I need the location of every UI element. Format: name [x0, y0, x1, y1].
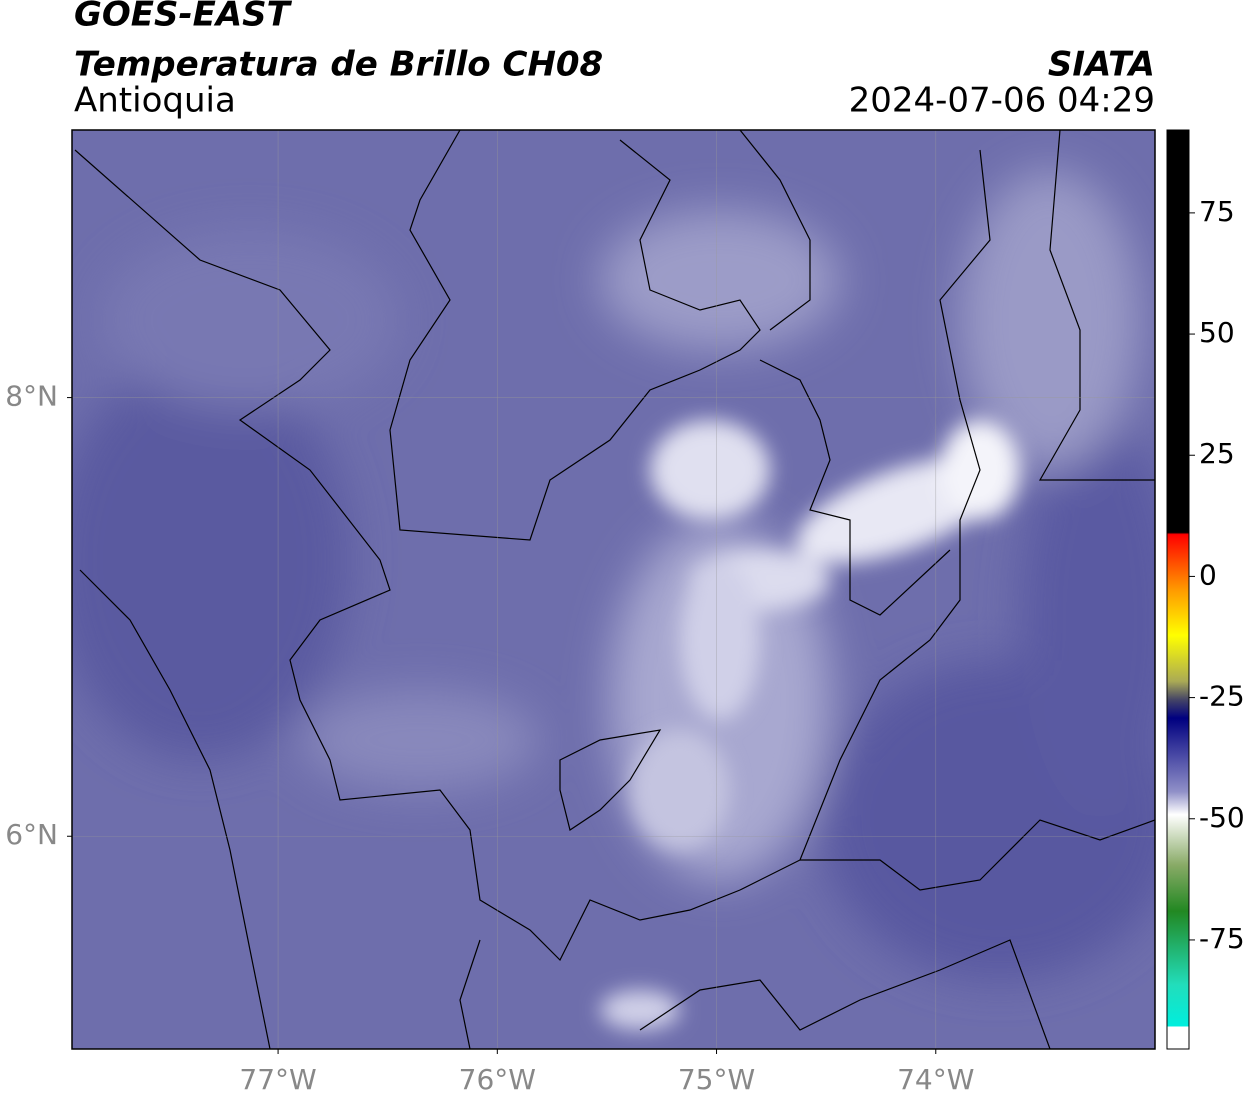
colorbar-tick-label: 75: [1199, 195, 1235, 228]
colorbar-tick-label: 0: [1199, 558, 1217, 591]
satellite-image: [72, 130, 1155, 1049]
datetime-label: 2024-07-06 04:29: [849, 81, 1155, 121]
x-tick-label: 75°W: [678, 1063, 755, 1096]
colorbar-tick-label: -50: [1199, 801, 1245, 834]
x-tick-label: 77°W: [239, 1063, 316, 1096]
x-tick-label: 76°W: [459, 1063, 536, 1096]
colorbar-tick-label: 25: [1199, 437, 1235, 470]
colorbar-tick-label: 50: [1199, 316, 1235, 349]
agency-label: SIATA: [1048, 45, 1155, 85]
y-tick-label: 8°N: [5, 380, 58, 413]
borders: [74, 130, 1155, 1049]
colorbar: [1166, 129, 1190, 1050]
colorbar-tick-label: -25: [1199, 680, 1245, 713]
map-frame: [71, 129, 1156, 1050]
region-label: Antioquia: [74, 81, 236, 121]
product-title: Temperatura de Brillo CH08: [74, 45, 603, 85]
x-tick-label: 74°W: [897, 1063, 974, 1096]
colorbar-tick-label: -75: [1199, 922, 1245, 955]
satellite-title: GOES-EAST: [74, 0, 293, 35]
y-tick-label: 6°N: [5, 818, 58, 851]
